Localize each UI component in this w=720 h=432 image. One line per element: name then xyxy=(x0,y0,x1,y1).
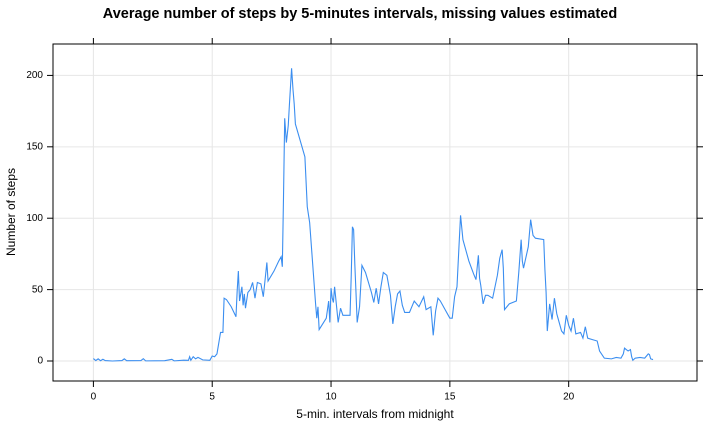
y-tick-label: 200 xyxy=(26,70,43,81)
plot-frame xyxy=(52,43,698,382)
y-tick-label: 100 xyxy=(26,213,43,224)
y-tick-label: 50 xyxy=(32,284,44,295)
chart-title: Average number of steps by 5-minutes int… xyxy=(103,6,617,22)
y-tick-label: 0 xyxy=(37,356,43,367)
x-tick-label: 10 xyxy=(325,392,337,403)
x-tick-label: 20 xyxy=(563,392,575,403)
x-tick-label: 0 xyxy=(91,392,97,403)
y-axis-label: Number of steps xyxy=(4,168,18,256)
y-tick-label: 150 xyxy=(26,141,43,152)
x-tick-label: 5 xyxy=(209,392,215,403)
x-axis-label: 5-min. intervals from midnight xyxy=(296,407,454,421)
data-line xyxy=(93,68,654,362)
x-tick-label: 15 xyxy=(444,392,456,403)
